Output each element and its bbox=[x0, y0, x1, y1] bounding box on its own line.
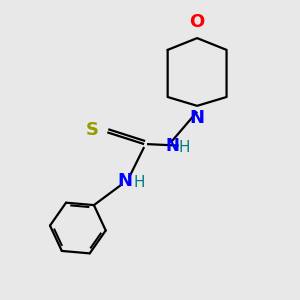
Text: N: N bbox=[190, 110, 205, 128]
Text: O: O bbox=[190, 13, 205, 31]
Text: H: H bbox=[133, 175, 145, 190]
Text: N: N bbox=[165, 136, 179, 154]
Text: N: N bbox=[118, 172, 133, 190]
Text: S: S bbox=[85, 121, 98, 139]
Text: H: H bbox=[179, 140, 190, 155]
